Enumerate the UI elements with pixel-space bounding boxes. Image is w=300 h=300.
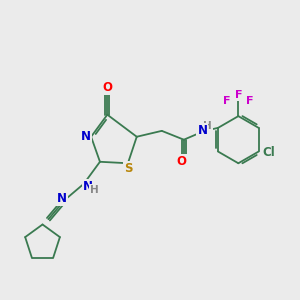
Text: N: N — [81, 130, 91, 143]
Text: F: F — [246, 96, 253, 106]
Text: S: S — [124, 162, 132, 175]
Text: O: O — [176, 155, 187, 168]
Text: F: F — [235, 90, 242, 100]
Text: N: N — [83, 180, 93, 193]
Text: H: H — [203, 121, 212, 131]
Text: N: N — [57, 192, 67, 205]
Text: N: N — [197, 124, 207, 137]
Text: F: F — [224, 96, 231, 106]
Text: O: O — [102, 81, 112, 94]
Text: H: H — [90, 185, 98, 195]
Text: Cl: Cl — [263, 146, 275, 159]
